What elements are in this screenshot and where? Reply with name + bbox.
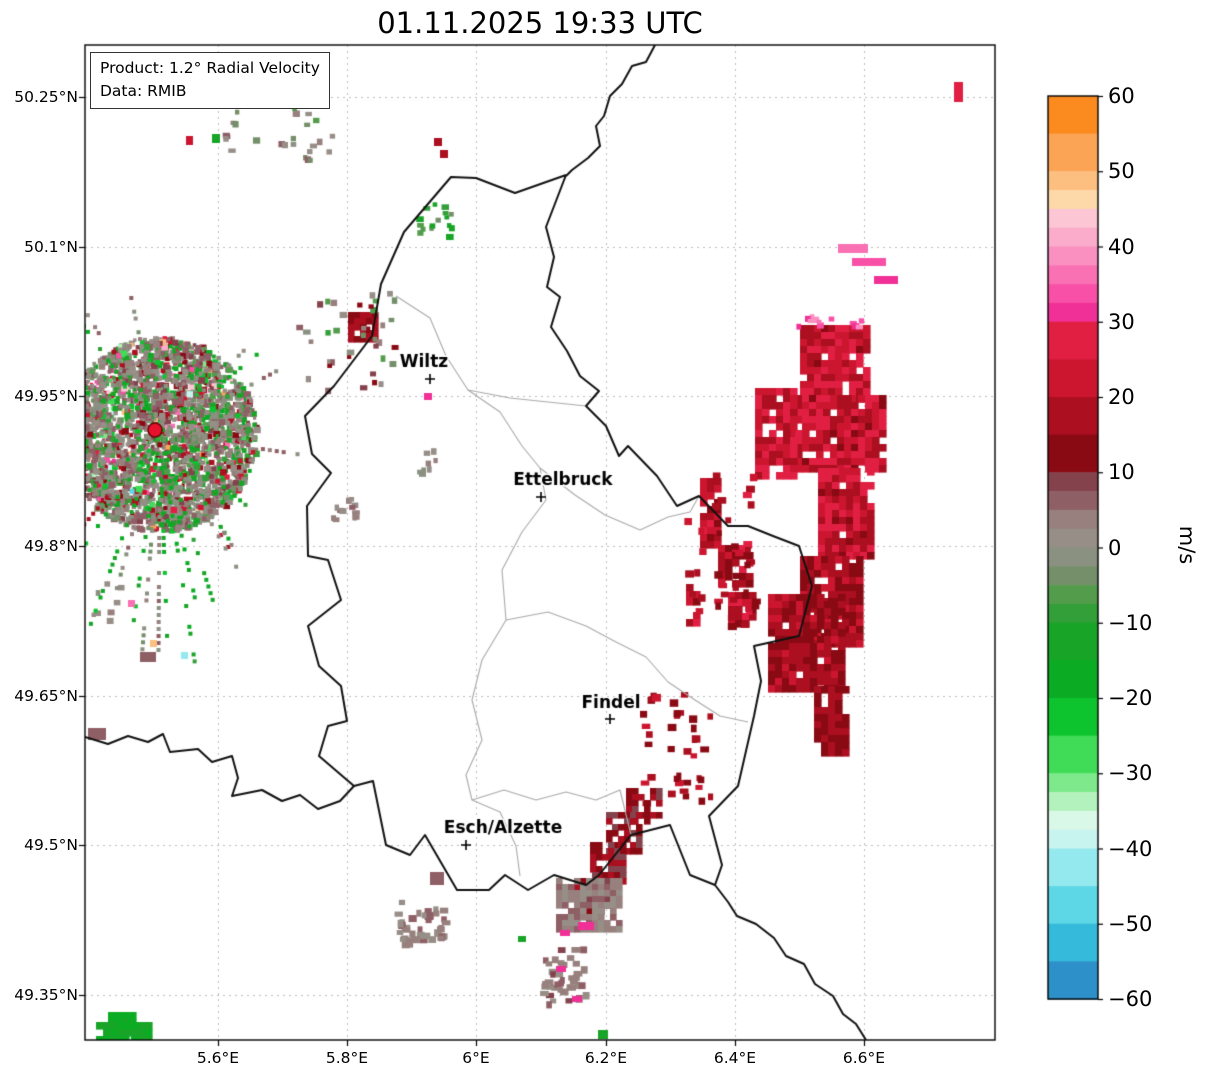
colorbar-tick-label: 30 (1108, 309, 1135, 334)
product-label: Product: 1.2° Radial Velocity (100, 59, 320, 77)
colorbar-unit-label: m/s (1175, 525, 1199, 565)
colorbar-tick-label: 10 (1108, 460, 1135, 485)
x-tick-label: 6°E (462, 1049, 490, 1067)
y-tick-label: 49.65°N (14, 687, 78, 705)
y-tick-label: 49.5°N (24, 836, 78, 854)
x-tick-label: 6.2°E (584, 1049, 628, 1067)
x-tick-label: 5.8°E (325, 1049, 369, 1067)
colorbar-tick-label: 0 (1108, 535, 1122, 560)
colorbar-tick-label: −60 (1108, 987, 1153, 1011)
y-tick-label: 50.25°N (14, 88, 78, 106)
colorbar-tick-label: 20 (1108, 385, 1135, 409)
y-tick-label: 49.95°N (14, 387, 78, 405)
colorbar-tick-label: −50 (1108, 911, 1153, 936)
colorbar-tick-label: 40 (1108, 234, 1135, 259)
colorbar-tick-label: −40 (1108, 836, 1153, 861)
colorbar-tick-label: −10 (1108, 610, 1153, 635)
chart-title: 01.11.2025 19:33 UTC (377, 6, 703, 40)
x-tick-label: 6.4°E (713, 1049, 757, 1067)
x-tick-label: 6.6°E (842, 1049, 886, 1067)
y-tick-label: 50.1°N (24, 238, 78, 256)
colorbar-tick-label: 50 (1108, 159, 1135, 184)
colorbar-tick-label: −30 (1108, 761, 1153, 786)
colorbar-tick-label: −20 (1108, 686, 1153, 710)
data-source-label: Data: RMIB (100, 82, 187, 101)
y-tick-label: 49.35°N (14, 986, 78, 1004)
y-tick-label: 49.8°N (24, 537, 78, 555)
colorbar-tick-label: 60 (1108, 84, 1135, 108)
product-info-box: Product: 1.2° Radial Velocity Data: RMIB (90, 52, 330, 109)
x-tick-label: 5.6°E (196, 1049, 240, 1067)
